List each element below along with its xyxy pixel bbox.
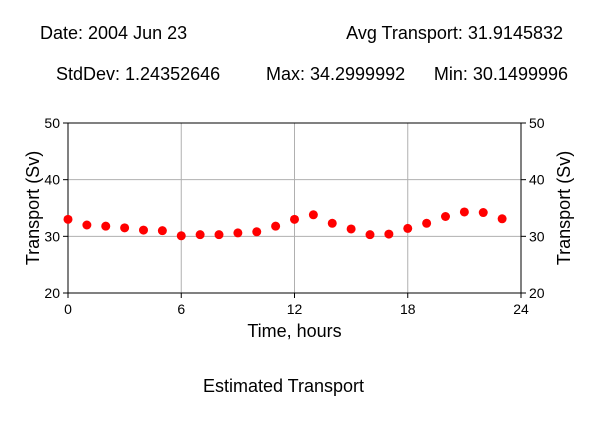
y-tick-label-left: 50 [44,115,60,131]
data-point [157,226,167,236]
data-point [441,212,450,221]
x-tick-label: 6 [177,301,185,317]
data-point [214,230,224,240]
data-point [459,207,469,217]
y-axis-label-right: Transport (Sv) [554,151,574,265]
data-point [176,231,186,241]
data-point [63,214,73,224]
y-tick-label-right: 20 [529,285,545,301]
data-point [252,227,262,237]
x-tick-label: 24 [513,301,529,317]
y-tick-label-left: 40 [44,172,60,188]
x-tick-label: 12 [287,301,303,317]
data-point [195,230,205,240]
data-point [346,224,356,234]
x-tick-label: 0 [64,301,72,317]
grid [68,123,521,293]
y-tick-label-left: 20 [44,285,60,301]
stddev-label: StdDev: 1.24352646 [56,64,221,84]
data-point [422,218,432,228]
y-tick-label-right: 30 [529,228,545,244]
data-point [384,229,394,239]
data-point [271,221,281,231]
data-point [290,214,299,224]
data-point [403,223,413,233]
data-point [308,210,318,220]
max-label: Max: 34.2999992 [266,64,406,84]
date-label: Date: 2004 Jun 23 [40,23,188,43]
data-point [497,214,507,224]
y-axis-label-left: Transport (Sv) [23,151,43,265]
y-tick-label-right: 40 [529,172,545,188]
data-point [233,228,243,238]
min-label: Min: 30.1499996 [433,64,568,84]
x-tick-label: 18 [400,301,416,317]
data-point [120,223,130,233]
y-tick-label-right: 50 [529,115,545,131]
y-tick-label-left: 30 [44,228,60,244]
data-point [327,218,337,228]
axis-ticks [63,122,526,298]
data-point [82,220,92,230]
x-axis-label: Time, hours [247,321,341,341]
avg-transport-label: Avg Transport: 31.9145832 [346,23,563,43]
data-point [101,221,111,231]
chart-caption: Estimated Transport [202,376,365,396]
data-point [139,225,148,235]
data-point [478,208,488,218]
data-points [63,207,507,241]
data-point [365,230,375,240]
